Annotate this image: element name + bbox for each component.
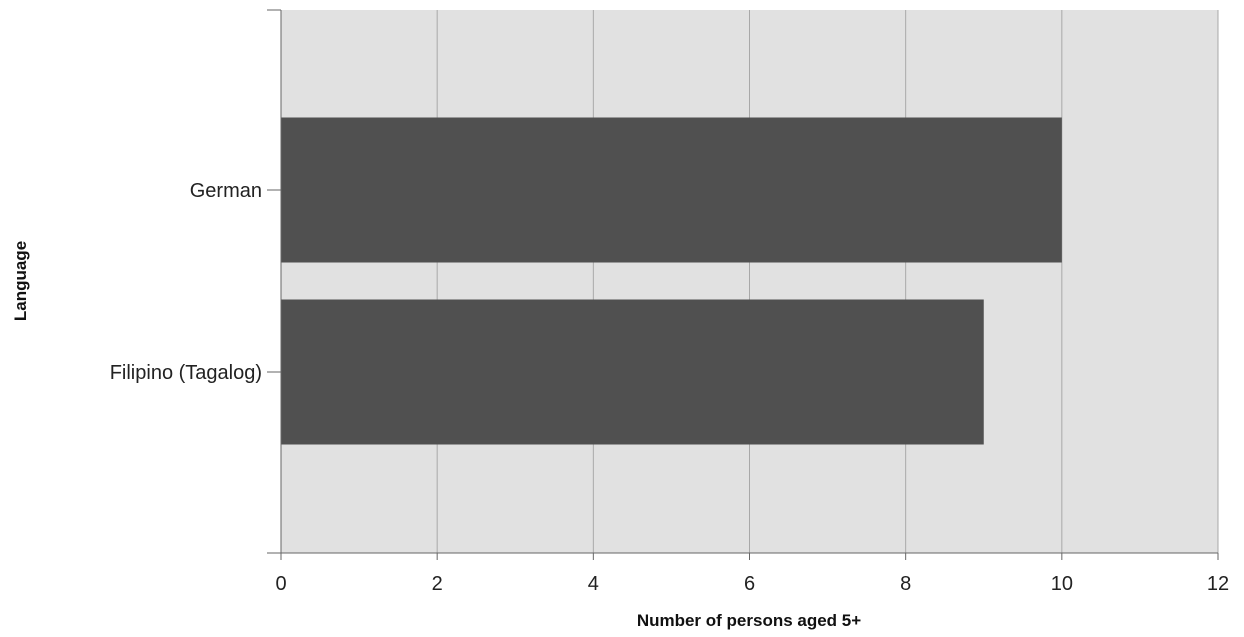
y-tick-label: German [190,180,262,202]
x-tick-label: 4 [588,573,599,595]
axes [267,9,1218,554]
y-tick-label: Filipino (Tagalog) [110,362,262,384]
x-tick-label: 6 [744,573,755,595]
x-tick-label: 8 [900,573,911,595]
y-axis-ticks: German Filipino (Tagalog) [110,180,281,384]
x-tick-label: 10 [1051,573,1073,595]
x-tick-label: 12 [1207,573,1229,595]
x-axis-ticks: 0 2 4 6 8 10 12 [275,553,1229,595]
x-tick-label: 2 [432,573,443,595]
x-axis-title: Number of persons aged 5+ [637,611,861,630]
y-axis-title: Language [11,241,30,321]
bars [281,117,1062,445]
bar-filipino-tagalog [281,299,984,445]
bar-german [281,117,1062,263]
x-tick-label: 0 [275,573,286,595]
